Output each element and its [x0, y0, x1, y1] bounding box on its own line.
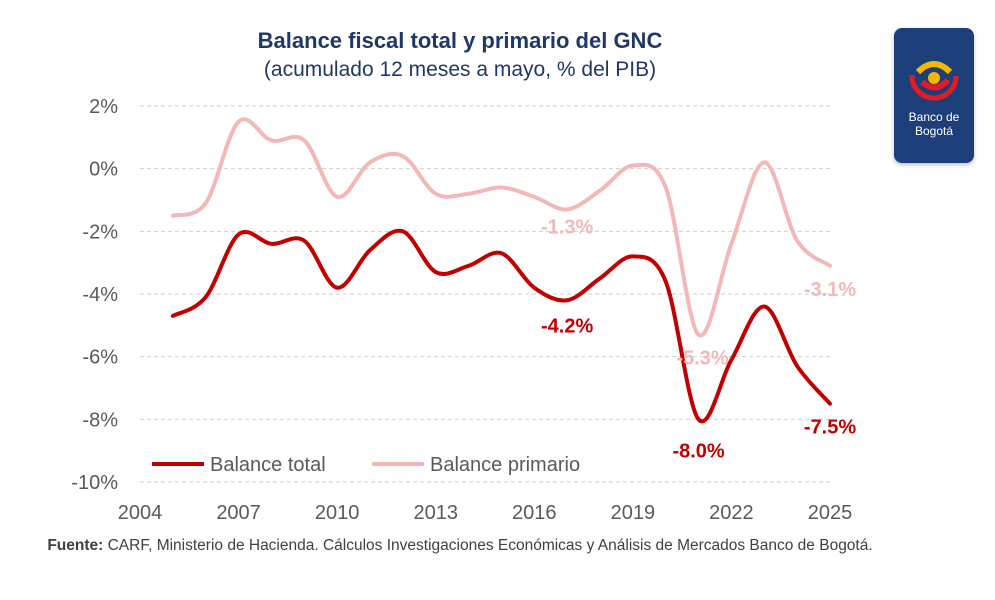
data-label: -8.0% [672, 440, 724, 462]
y-tick-label: -10% [71, 472, 118, 494]
y-tick-label: -6% [82, 347, 118, 369]
bank-logo-text: Banco de Bogotá [894, 110, 974, 138]
x-tick-label: 2007 [216, 502, 261, 524]
bank-logo-line2: Bogotá [914, 124, 954, 138]
source-label: Fuente: [47, 537, 104, 554]
bank-logo: Banco de Bogotá [894, 28, 974, 163]
x-tick-label: 2019 [611, 502, 656, 524]
x-tick-label: 2025 [808, 502, 853, 524]
chart-title: Balance fiscal total y primario del GNC [257, 28, 663, 53]
x-tick-label: 2016 [512, 502, 557, 524]
data-label: -5.3% [676, 348, 728, 370]
data-label: -1.3% [541, 216, 593, 238]
x-tick-label: 2004 [118, 502, 163, 524]
y-tick-label: 0% [89, 159, 118, 181]
chart-subtitle: (acumulado 12 meses a mayo, % del PIB) [263, 58, 657, 81]
x-tick-label: 2022 [709, 502, 754, 524]
bank-logo-icon [909, 51, 959, 101]
series-line-balance-primario [170, 117, 832, 338]
y-tick-label: -4% [82, 284, 118, 306]
series-line-balance-total [170, 228, 832, 424]
legend-item-balance-total-label: Balance total [210, 454, 326, 476]
data-label: -4.2% [541, 315, 593, 337]
bank-logo-line1: Banco de [908, 110, 960, 124]
data-label: -3.1% [804, 279, 856, 301]
line-chart: 2% 0% -2% -4% -6% -8% -10%2004 2007 2010 2013 2016… [71, 96, 856, 524]
x-tick-label: 2010 [315, 502, 360, 524]
y-tick-label: 2% [89, 96, 118, 118]
source-note: Fuente: CARF, Ministerio de Hacienda. Cá… [20, 535, 900, 557]
source-text: CARF, Ministerio de Hacienda. Cálculos I… [107, 537, 873, 554]
legend-item-balance-primario-label: Balance primario [430, 454, 580, 476]
y-tick-label: -8% [82, 409, 118, 431]
y-tick-label: -2% [82, 221, 118, 243]
data-label: -7.5% [804, 417, 856, 439]
x-tick-label: 2013 [413, 502, 458, 524]
